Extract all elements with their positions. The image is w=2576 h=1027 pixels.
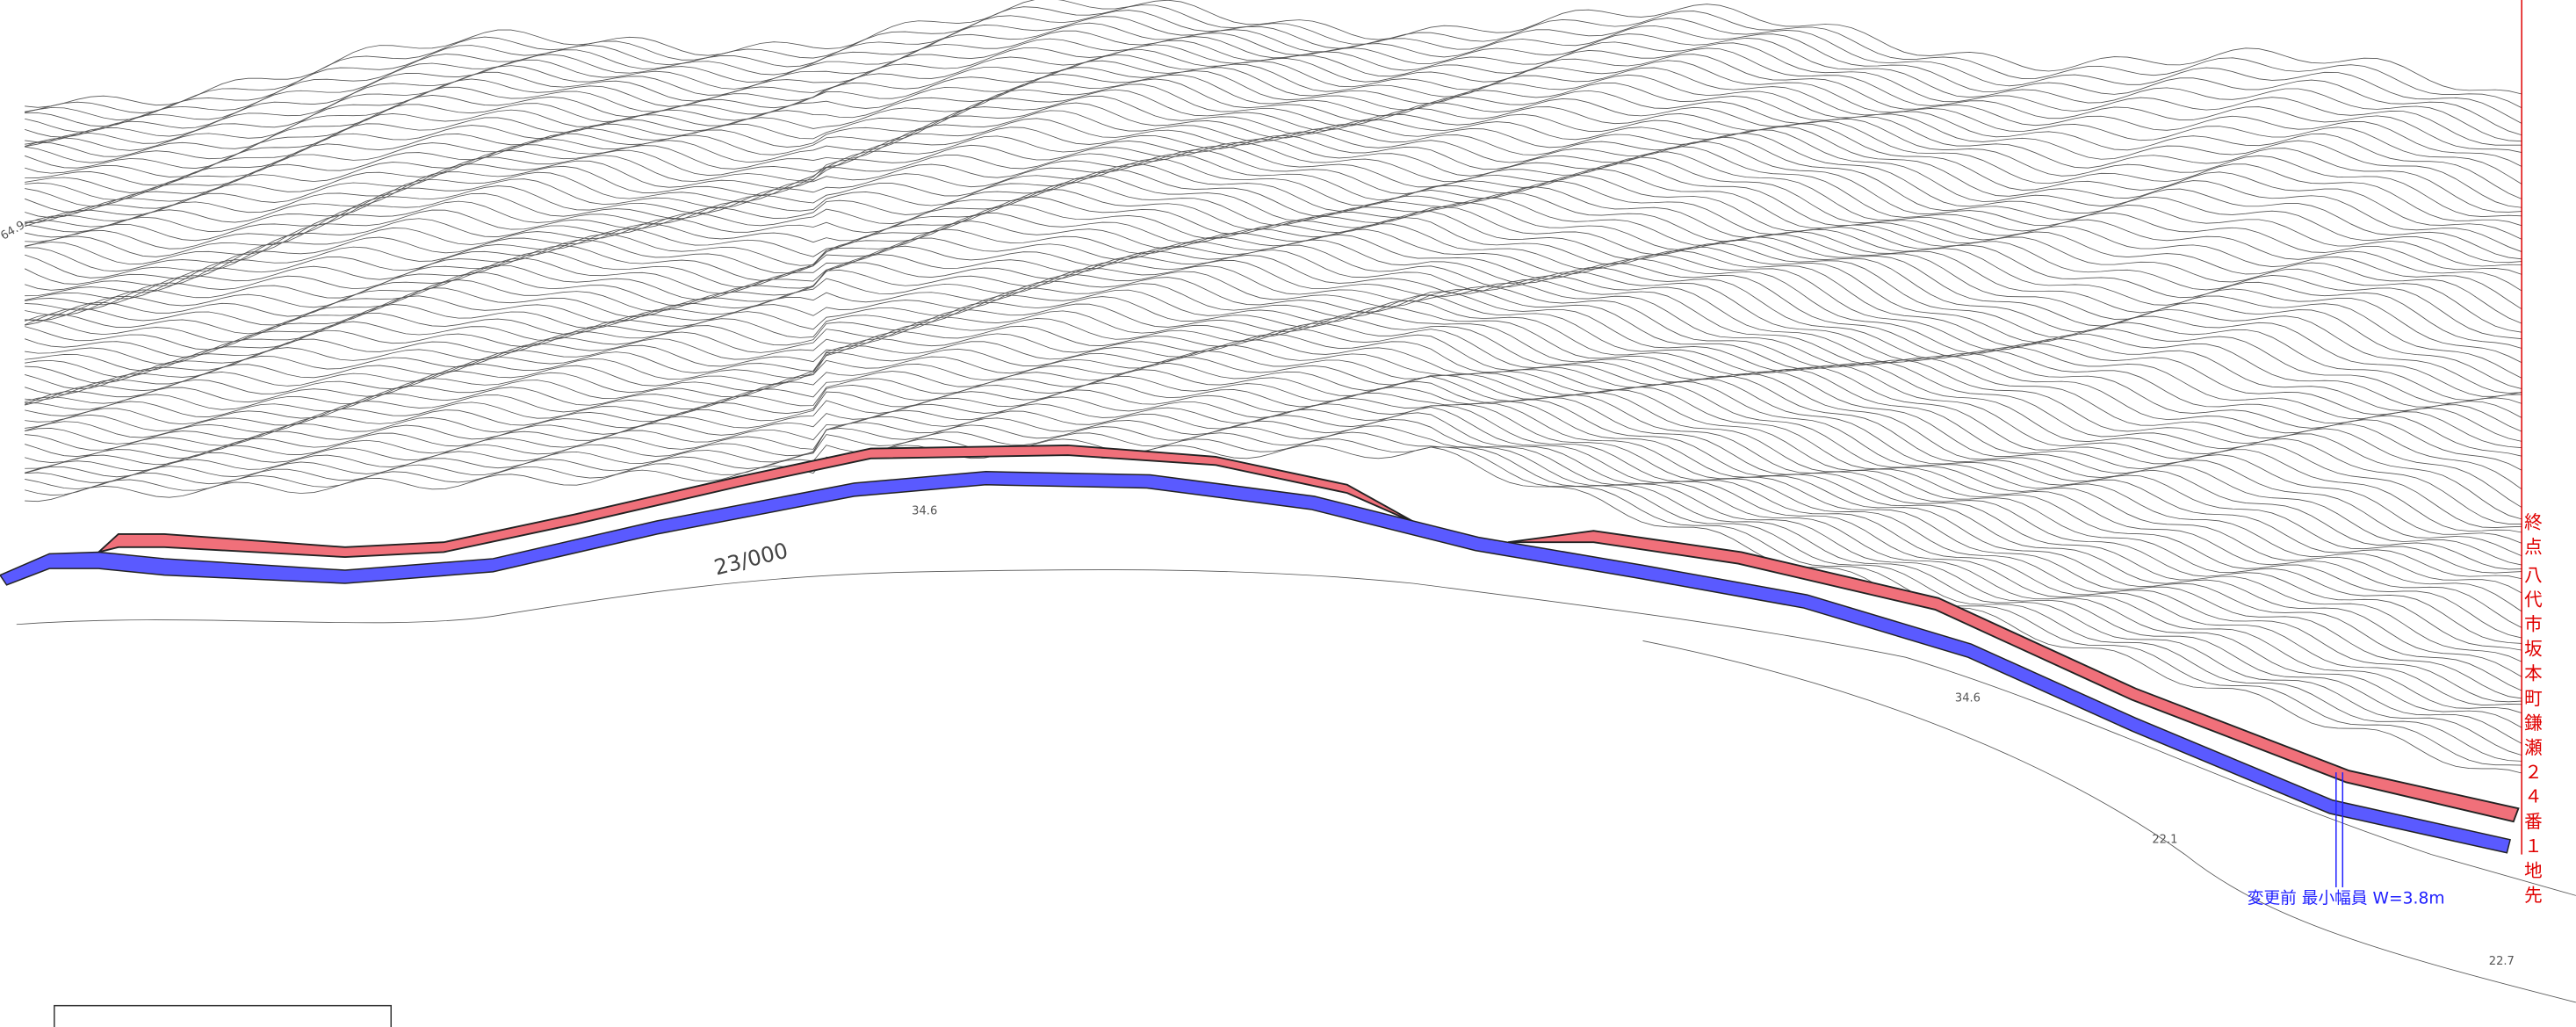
end-point-address: 八代市坂本町鎌瀬２４番１地先 [2521, 565, 2542, 910]
planned-road [1508, 530, 2520, 823]
contour-line [25, 289, 2522, 557]
contour-line [25, 244, 2522, 471]
contour-lines [24, 0, 2522, 774]
contour-line [24, 182, 2522, 397]
contour-line [25, 118, 2522, 275]
elevation: 22.1 [2152, 834, 2177, 847]
contour-line [25, 277, 2522, 533]
contour-line [25, 260, 2522, 520]
contour-line [25, 344, 2522, 639]
elevation: 34.6 [1955, 692, 1981, 705]
contour-line [25, 255, 2522, 508]
contour-line [25, 310, 2522, 574]
contour-line [25, 431, 2522, 762]
contour-line [25, 96, 2522, 260]
contour-line [25, 169, 2522, 389]
contour-line [25, 424, 2522, 756]
contour-line [25, 325, 2522, 594]
contour-line [25, 38, 2522, 153]
contour-line [25, 78, 2522, 227]
contour-line [25, 16, 2522, 136]
contour-line [25, 339, 2522, 628]
riverbank [1642, 640, 2576, 1003]
elevation: 34.6 [912, 504, 937, 517]
contour-line [25, 175, 2522, 394]
contour-line [25, 60, 2522, 208]
contour-line [25, 89, 2522, 252]
contour-line [24, 250, 2522, 490]
contour-line [25, 154, 2522, 349]
contour-line [25, 438, 2522, 766]
contour-line [25, 49, 2522, 184]
contour-line [25, 110, 2522, 267]
contour-line [25, 135, 2522, 310]
contour-line [25, 303, 2522, 570]
contour-line [25, 163, 2522, 379]
contour-line [25, 265, 2522, 524]
contour-line [25, 83, 2522, 240]
contour-line [25, 318, 2522, 580]
contour-line [25, 396, 2522, 706]
contour-line [25, 54, 2522, 199]
contour-line [25, 4, 2522, 114]
contour-line [25, 389, 2522, 703]
riverbank [16, 569, 2576, 896]
legend-box [54, 1004, 393, 1027]
contour-line [25, 212, 2522, 432]
contour-line [25, 149, 2522, 340]
contour-line [25, 221, 2522, 442]
before-change-label: 変更前 最小幅員 W=3.8m [2248, 890, 2445, 908]
elevation: 64.9 [0, 219, 27, 243]
contour-line [25, 204, 2522, 418]
contour-line [25, 283, 2522, 544]
contour-line [25, 158, 2522, 364]
existing-road [0, 471, 2511, 854]
contour-line [25, 145, 2522, 333]
contour-line [25, 351, 2522, 644]
contour-line [25, 362, 2522, 662]
contour-line [25, 0, 2522, 108]
contour-line [25, 357, 2522, 651]
elevation: 22.7 [2489, 955, 2515, 968]
contour-line [25, 67, 2522, 213]
contour-line [25, 44, 2522, 167]
contour-line [25, 369, 2522, 677]
contour-line [25, 189, 2522, 401]
contour-line [25, 296, 2522, 566]
contour-line [25, 417, 2522, 744]
contour-line [25, 30, 2522, 146]
contour-line [25, 10, 2522, 124]
contour-line [25, 228, 2522, 449]
contour-line [25, 376, 2522, 691]
contour-line [25, 141, 2522, 324]
end-point-label: 終点 [2521, 513, 2542, 562]
contour-line [25, 22, 2522, 142]
contour-line [25, 382, 2522, 699]
contour-line [25, 127, 2522, 292]
contour-line [25, 271, 2522, 529]
scale-mark: 23/000 [711, 538, 790, 581]
contour-line [25, 74, 2522, 217]
contour-line [25, 445, 2522, 774]
